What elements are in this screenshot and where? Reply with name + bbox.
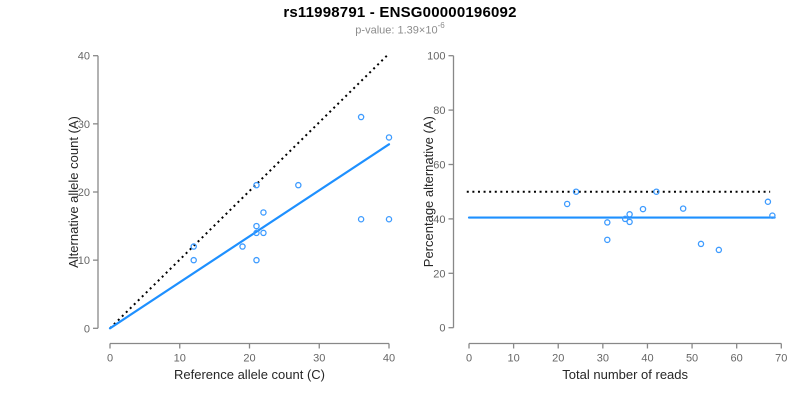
data-point xyxy=(679,205,687,212)
figure-subtitle: p-value: 1.39×10-6 xyxy=(0,21,800,37)
p-value-text: p-value: 1.39×10 xyxy=(355,24,438,37)
y-tick-label: 100 xyxy=(427,51,445,63)
y-tick-label: 30 xyxy=(78,119,90,131)
x-tick-label: 40 xyxy=(383,353,395,365)
x-tick-label: 0 xyxy=(107,353,113,365)
data-point xyxy=(604,236,611,244)
data-point xyxy=(621,215,629,223)
data-point xyxy=(253,222,260,230)
data-point xyxy=(253,229,260,237)
x-tick-label: 0 xyxy=(466,353,472,365)
data-point xyxy=(190,256,197,264)
x-tick-label: 10 xyxy=(507,353,519,365)
data-point xyxy=(626,211,633,218)
y-axis-title: Alternative allele count (A) xyxy=(66,116,81,268)
data-point xyxy=(653,188,660,195)
x-tick-label: 40 xyxy=(641,353,653,365)
data-point xyxy=(385,216,393,223)
data-point xyxy=(260,229,267,237)
regression-line xyxy=(108,143,391,330)
data-point xyxy=(295,181,302,189)
x-tick-label: 60 xyxy=(731,353,743,365)
y-tick-label: 60 xyxy=(433,160,445,172)
data-point xyxy=(385,134,393,141)
y-tick-label: 0 xyxy=(439,323,445,335)
data-point xyxy=(253,256,260,264)
y-axis-title: Percentage alternative (A) xyxy=(421,116,436,267)
data-point xyxy=(357,113,365,121)
y-tick-label: 0 xyxy=(84,323,90,335)
x-axis-title: Total number of reads xyxy=(562,367,688,382)
data-point xyxy=(769,212,776,219)
data-point xyxy=(357,216,365,223)
x-axis-title: Reference allele count (C) xyxy=(174,367,325,382)
x-tick-label: 30 xyxy=(597,353,609,365)
data-point xyxy=(190,243,197,250)
x-tick-label: 50 xyxy=(686,353,698,365)
data-point xyxy=(639,205,647,213)
y-tick-label: 20 xyxy=(433,268,445,280)
figure-title: rs11998791 - ENSG00000196092 xyxy=(283,4,517,21)
data-point xyxy=(715,246,723,254)
data-point xyxy=(239,243,246,250)
x-tick-label: 70 xyxy=(775,353,787,365)
y-tick-label: 10 xyxy=(78,255,90,267)
x-tick-label: 10 xyxy=(174,353,186,365)
x-tick-label: 20 xyxy=(243,353,255,365)
data-point xyxy=(626,218,633,226)
y-tick-label: 40 xyxy=(433,214,445,226)
identity-line xyxy=(109,54,388,330)
p-value-exponent: -6 xyxy=(437,21,445,30)
data-point xyxy=(604,219,611,226)
data-point xyxy=(697,240,705,248)
y-tick-label: 20 xyxy=(78,187,90,199)
data-point xyxy=(563,200,571,208)
x-tick-label: 30 xyxy=(313,353,325,365)
data-point xyxy=(572,188,580,195)
data-point xyxy=(253,181,260,189)
data-point xyxy=(764,198,772,206)
data-point xyxy=(260,209,267,216)
x-tick-label: 20 xyxy=(552,353,564,365)
y-tick-label: 40 xyxy=(78,51,90,63)
y-tick-label: 80 xyxy=(433,105,445,117)
